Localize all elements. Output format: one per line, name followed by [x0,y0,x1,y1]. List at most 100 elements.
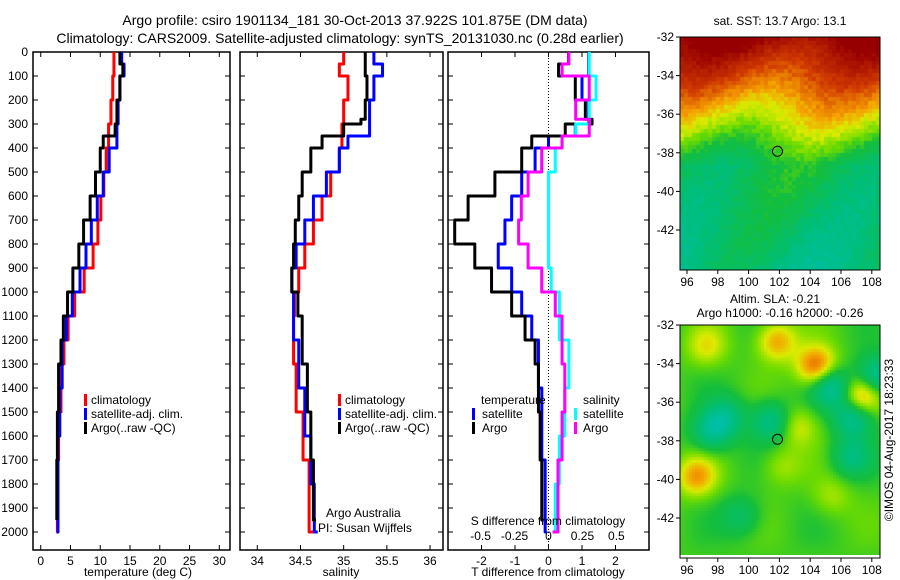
lon-tick-label: 100 [739,275,759,289]
tdiff-xlabel: T difference from climatology [471,565,625,579]
legend-label: climatology [345,393,405,407]
x-tick-label: 36 [423,554,437,568]
plot-frame [239,51,444,551]
lon-tick-label: 100 [739,563,759,577]
lon-tick-label: 98 [711,275,725,289]
y-tick-label: 600 [8,189,28,203]
legend-label: Argo(..raw -QC) [91,421,176,435]
sst-map-frame [679,36,881,271]
legend-label: Argo [583,421,609,435]
x-tick-label: 35 [337,554,351,568]
x-tick-label: 30 [213,554,227,568]
argo-location-marker [771,145,783,157]
y-tick-label: 400 [8,141,28,155]
sdiff-xlabel: S difference from climatology [471,514,626,528]
x2-tick-label: 0.25 [571,529,595,543]
lon-tick-label: 98 [711,563,725,577]
legend-swatch-s-argo [574,422,577,434]
sla-map-title-2: Argo h1000: -0.16 h2000: -0.26 [697,306,864,320]
lon-tick-label: 96 [680,563,694,577]
x-tick-label: 0 [545,554,552,568]
x-tick-label: 1 [579,554,586,568]
x-tick-label: 2 [612,554,619,568]
x2-tick-label: 0.5 [608,529,625,543]
lon-tick-label: 108 [862,563,882,577]
sst-map-image [680,37,880,270]
lat-tick-label: -38 [657,146,675,160]
x-tick-label: -2 [476,554,487,568]
series-line-climatology [292,52,350,534]
y-tick-label: 200 [8,93,28,107]
sla-map-title-1: Altim. SLA: -0.21 [730,292,820,306]
x-tick-label: 25 [183,554,197,568]
legend-label: Argo [482,421,508,435]
y-tick-label: 800 [8,237,28,251]
legend-swatch-climatology [338,394,341,406]
plot-frame [32,51,231,551]
lon-tick-label: 96 [680,275,694,289]
lat-tick-label: -34 [657,69,675,83]
legend-swatch-satellite [84,408,87,420]
annotation-pi: PI: Susan Wijffels [318,521,412,535]
x-tick-label: 15 [123,554,137,568]
y-tick-label: 1700 [1,453,28,467]
legend-label: satellite-adj. clim. [91,407,183,421]
lon-tick-label: 108 [862,275,882,289]
y-tick-label: 0 [21,45,28,59]
y-tick-label: 700 [8,213,28,227]
legend-swatch-climatology [84,394,87,406]
series-line-temperature-argo [453,52,594,522]
series-line-argo-raw-qc- [55,52,125,520]
series-line-salinity-argo [517,52,591,534]
lat-tick-label: -32 [657,318,675,332]
y-tick-label: 1300 [1,357,28,371]
x-tick-label: 0 [37,554,44,568]
temperature-legend: climatology satellite-adj. clim. Argo(..… [84,393,183,435]
y-tick-label: 1600 [1,429,28,443]
y-tick-label: 100 [8,69,28,83]
x-tick-label: 35.5 [375,554,399,568]
x-tick-label: -1 [510,554,521,568]
credit-text: ©IMOS 04-Aug-2017 18:23:33 [882,359,896,522]
x-tick-label: 20 [153,554,167,568]
lat-tick-label: -38 [657,434,675,448]
temperature-xlabel: temperature (deg C) [84,565,192,579]
x-tick-label: 34 [251,554,265,568]
salinity-legend: climatology satellite-adj. clim. Argo(..… [338,393,437,435]
y-tick-label: 1400 [1,381,28,395]
y-tick-label: 900 [8,261,28,275]
lon-tick-label: 106 [831,275,851,289]
y-tick-label: 1800 [1,477,28,491]
x2-tick-label: -0.5 [470,529,491,543]
y-tick-label: 1100 [2,309,28,323]
x-tick-label: 5 [67,554,74,568]
legend-label: satellite [583,407,624,421]
y-tick-label: 300 [8,117,28,131]
lon-tick-label: 102 [769,275,789,289]
x-tick-label: 34.5 [289,554,313,568]
series-line-argo-raw-qc- [290,52,369,522]
lon-tick-label: 104 [800,563,820,577]
legend-label: climatology [91,393,151,407]
difference-legend: temperature satellite Argo salinity sate… [472,393,624,435]
lon-tick-label: 104 [800,275,820,289]
lon-tick-label: 102 [769,563,789,577]
x2-tick-label: -0.25 [501,529,529,543]
lat-tick-label: -32 [657,30,675,44]
y-tick-label: 1500 [1,405,28,419]
lon-tick-label: 106 [831,563,851,577]
sla-map-image [680,325,880,555]
sla-map-frame [679,324,881,559]
legend-label: Argo(..raw -QC) [345,421,430,435]
legend-swatch-t-argo [472,422,475,434]
legend-swatch-argo [338,422,341,434]
lat-tick-label: -40 [657,472,675,486]
legend-label: satellite-adj. clim. [345,407,437,421]
y-tick-label: 1000 [1,285,28,299]
lat-tick-label: -40 [657,184,675,198]
series-line-climatology [55,52,116,534]
legend-swatch-t-satellite [472,408,475,420]
annotation-argo-australia: Argo Australia [326,506,401,520]
argo-location-marker [771,433,783,445]
